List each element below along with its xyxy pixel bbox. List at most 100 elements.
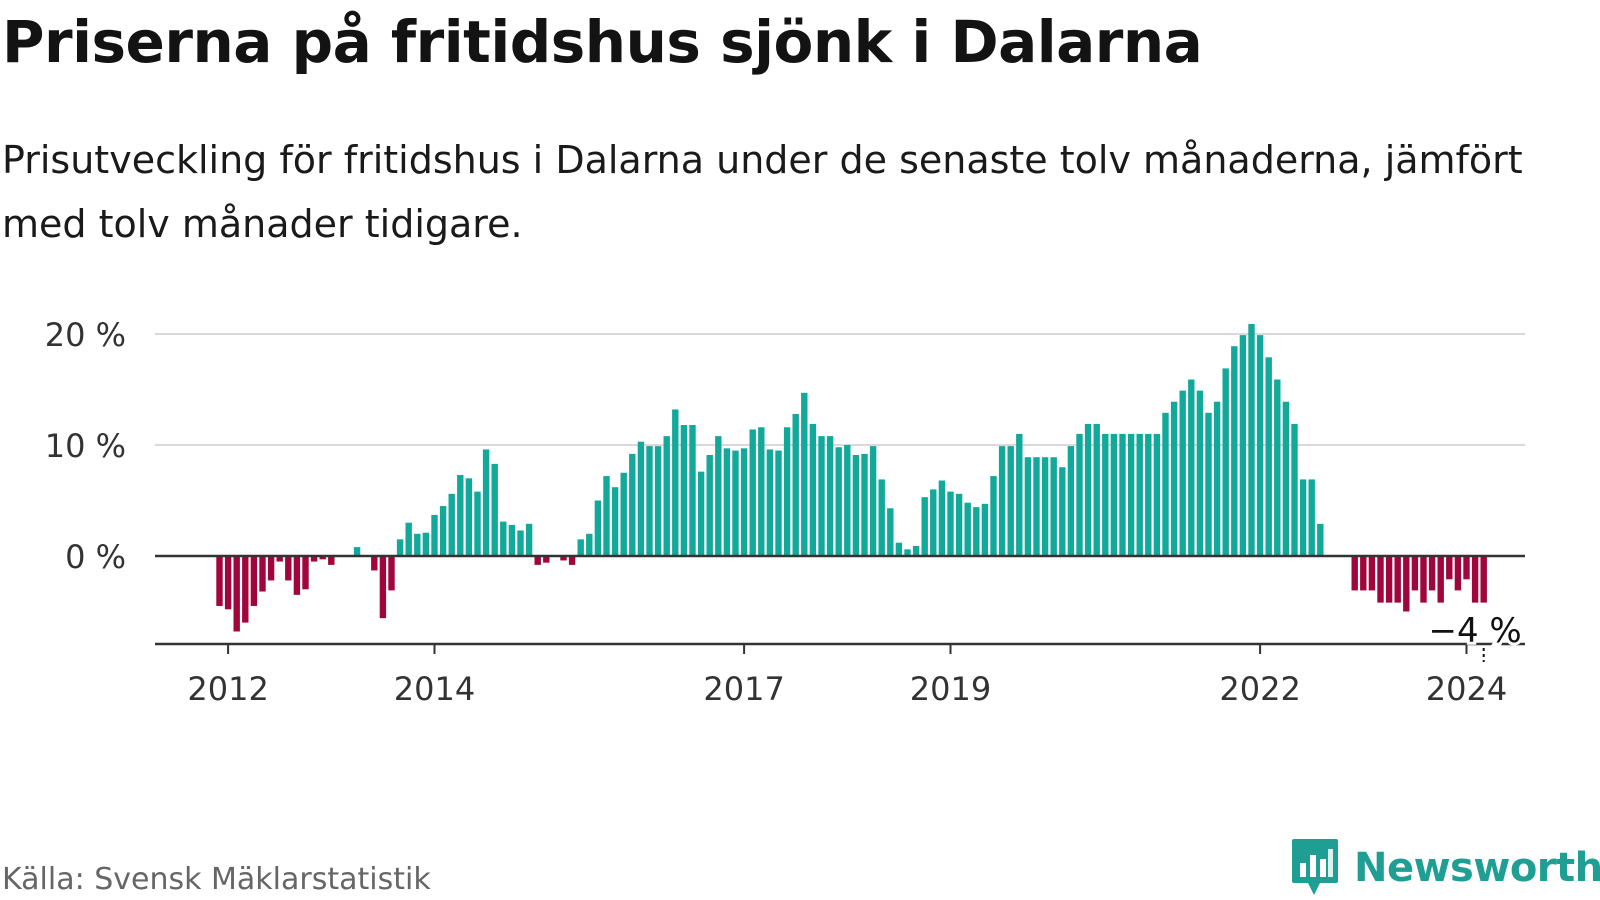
bar bbox=[697, 471, 705, 556]
bar bbox=[1007, 446, 1014, 556]
bar bbox=[577, 539, 584, 556]
bar bbox=[534, 556, 541, 565]
bar bbox=[749, 429, 756, 556]
bar bbox=[1265, 357, 1272, 556]
bar bbox=[663, 436, 670, 556]
bar bbox=[1454, 556, 1462, 591]
bar bbox=[947, 491, 954, 556]
bar bbox=[422, 532, 430, 556]
bar bbox=[740, 448, 748, 556]
bar bbox=[1179, 390, 1186, 556]
bar bbox=[1428, 556, 1436, 591]
bar bbox=[809, 423, 817, 556]
bar bbox=[646, 446, 653, 556]
bar bbox=[732, 450, 739, 556]
page-title: Priserna på fritidshus sjönk i Dalarna bbox=[2, 8, 1203, 76]
x-tick-label: 2022 bbox=[1219, 670, 1300, 708]
bar bbox=[1162, 412, 1169, 556]
bar bbox=[981, 503, 989, 556]
bar bbox=[267, 556, 275, 581]
newsworthy-logo[interactable]: Newsworthy bbox=[1290, 836, 1600, 900]
bar bbox=[1317, 523, 1324, 556]
bar bbox=[491, 463, 498, 556]
bar bbox=[1299, 479, 1307, 556]
bar bbox=[801, 392, 808, 556]
bar bbox=[1308, 479, 1315, 556]
bar bbox=[371, 556, 378, 571]
bar bbox=[586, 533, 593, 556]
newsworthy-logo-icon bbox=[1292, 839, 1338, 895]
bar bbox=[1213, 401, 1221, 556]
label-layer: 0 % 10 % 20 % 2012 2014 2017 2019 2022 2024 −4 % bbox=[45, 316, 1525, 708]
bar bbox=[465, 478, 473, 556]
bar bbox=[250, 556, 258, 606]
bar bbox=[379, 556, 387, 619]
bar bbox=[482, 449, 490, 556]
bar bbox=[448, 493, 455, 556]
bar bbox=[457, 474, 464, 556]
bar bbox=[629, 453, 636, 556]
bar bbox=[775, 450, 782, 556]
bar bbox=[1231, 346, 1238, 556]
bar bbox=[792, 413, 799, 556]
bar bbox=[869, 446, 877, 556]
bar bbox=[1256, 335, 1264, 556]
bar bbox=[689, 425, 696, 556]
bar bbox=[405, 522, 412, 556]
bar bbox=[500, 521, 507, 556]
bar bbox=[1411, 556, 1419, 591]
bar bbox=[1377, 556, 1384, 603]
bar bbox=[654, 446, 662, 556]
bar bbox=[938, 480, 946, 556]
bar bbox=[620, 472, 627, 556]
y-tick-label: 20 % bbox=[45, 316, 126, 354]
bar bbox=[1024, 457, 1032, 556]
bar bbox=[1102, 433, 1109, 556]
bar bbox=[396, 539, 404, 556]
price-change-bar-chart: 0 % 10 % 20 % 2012 2014 2017 2019 2022 2024 −4 % bbox=[45, 316, 1525, 708]
bar bbox=[1153, 433, 1161, 556]
bar bbox=[259, 556, 266, 592]
bar bbox=[474, 491, 481, 556]
bar bbox=[242, 556, 249, 623]
bar bbox=[611, 487, 619, 556]
bar bbox=[1033, 457, 1040, 556]
bar bbox=[758, 427, 765, 556]
bar bbox=[1360, 556, 1367, 591]
bar bbox=[1136, 433, 1143, 556]
bar bbox=[353, 547, 361, 556]
bar bbox=[1368, 556, 1376, 591]
x-tick-label: 2014 bbox=[394, 670, 475, 708]
bar bbox=[276, 556, 283, 562]
bar bbox=[835, 447, 842, 556]
bar bbox=[1385, 556, 1393, 603]
source-note: Källa: Svensk Mäklarstatistik bbox=[2, 862, 431, 897]
bar bbox=[1145, 433, 1152, 556]
bar bbox=[844, 445, 851, 556]
bar bbox=[998, 446, 1006, 556]
bar bbox=[431, 514, 438, 556]
y-tick-label: 10 % bbox=[45, 427, 126, 465]
bar bbox=[560, 556, 567, 561]
bar bbox=[1274, 379, 1281, 556]
bar bbox=[1084, 423, 1092, 556]
bar bbox=[1282, 401, 1290, 556]
bar bbox=[1016, 433, 1023, 556]
bar bbox=[388, 556, 395, 591]
bar bbox=[766, 449, 774, 556]
x-tick-label: 2024 bbox=[1426, 670, 1507, 708]
bar bbox=[706, 454, 713, 556]
chart-subtitle: Prisutveckling för fritidshus i Dalarna … bbox=[2, 138, 1523, 246]
bar bbox=[594, 500, 602, 556]
bar bbox=[1437, 556, 1444, 603]
bar bbox=[1196, 390, 1204, 556]
bar bbox=[293, 556, 301, 595]
bar-layer bbox=[216, 324, 1487, 632]
bar bbox=[680, 425, 688, 556]
bar bbox=[783, 427, 791, 556]
bar bbox=[895, 542, 903, 556]
bar bbox=[1480, 556, 1487, 603]
bar bbox=[319, 556, 326, 560]
bar bbox=[233, 556, 240, 632]
bar bbox=[1446, 556, 1453, 580]
